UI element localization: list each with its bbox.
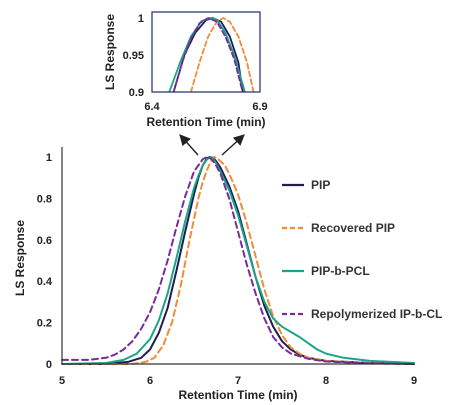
legend-label-recovered-pip: Recovered PIP <box>311 221 395 235</box>
legend: PIP Recovered PIP PIP-b-PCL Repolymerized I… <box>282 178 442 321</box>
main-y-tick-label: 1 <box>46 152 52 164</box>
main-chart: 5 6 7 8 9 0 0.2 0.4 0.6 0.8 1 Retention Time (min)… <box>13 147 417 402</box>
main-y-tick-label: 0.6 <box>37 235 52 247</box>
inset-y-tick-label: 1 <box>138 13 144 25</box>
main-series-line-repolymerized-ip-b-cl <box>61 156 415 365</box>
main-y-tick-label: 0.4 <box>37 276 53 288</box>
main-x-tick-label: 7 <box>235 375 241 387</box>
inset-y-axis-title: LS Response <box>103 14 117 90</box>
legend-label-repolymerized-ip-b-cl: Repolymerized IP-b-CL <box>311 307 442 321</box>
inset-series-line-series-2 <box>189 17 255 92</box>
inset-series-group <box>168 17 255 92</box>
main-y-axis-title: LS Response <box>13 220 27 296</box>
inset-y-tick-label: 0.95 <box>123 50 144 62</box>
main-tick-labels: 5 6 7 8 9 0 0.2 0.4 0.6 0.8 1 <box>37 152 417 387</box>
main-x-tick-label: 6 <box>147 375 153 387</box>
inset-x-axis-title: Retention Time (min) <box>146 115 265 129</box>
main-series-line-recovered-pip <box>61 156 415 365</box>
main-series-line-pip-b-pcl <box>61 156 415 365</box>
inset-series-line-series-3 <box>168 17 246 92</box>
inset-tick-labels: 6.4 6.9 0.9 0.95 1 <box>123 13 268 113</box>
inset-pointer-arrow-right <box>221 134 245 156</box>
inset-pointer-arrow-left <box>179 134 199 156</box>
legend-label-pip-b-pcl: PIP-b-PCL <box>311 264 370 278</box>
inset-x-tick-label: 6.9 <box>252 101 267 113</box>
main-x-tick-label: 9 <box>411 375 417 387</box>
main-series-group <box>61 156 415 365</box>
legend-label-pip: PIP <box>311 178 330 192</box>
main-x-axis-title: Retention Time (min) <box>178 388 297 402</box>
inset-chart: 6.4 6.9 0.9 0.95 1 Retention Time (min) LS R… <box>103 11 268 129</box>
inset-y-tick-label: 0.9 <box>129 87 144 99</box>
main-series-line-pip <box>61 156 415 365</box>
main-y-tick-label: 0.2 <box>37 318 52 330</box>
main-x-tick-label: 8 <box>323 375 329 387</box>
main-x-tick-label: 5 <box>59 375 65 387</box>
inset-x-tick-label: 6.4 <box>144 101 160 113</box>
main-y-tick-label: 0 <box>46 359 52 371</box>
inset-frame <box>151 11 261 93</box>
inset-series-line-series-4 <box>172 17 244 92</box>
main-y-tick-label: 0.8 <box>37 193 52 205</box>
